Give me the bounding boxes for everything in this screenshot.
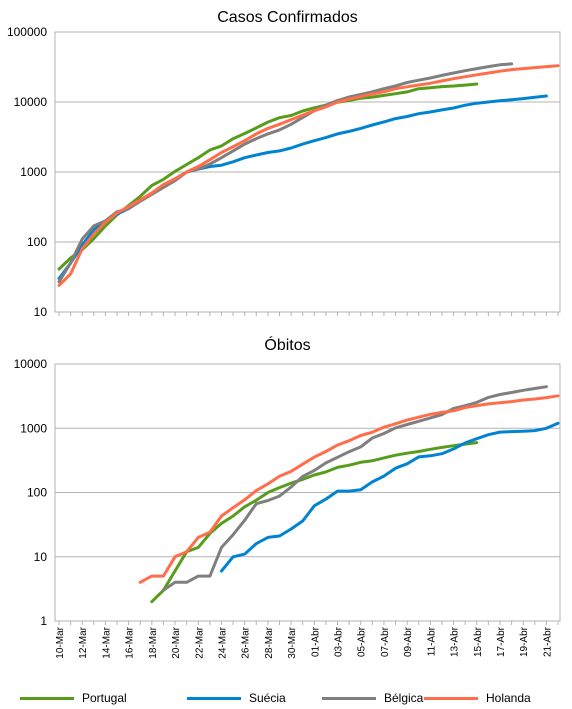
legend-label-suecia: Suécia [249,691,286,705]
obitos-xtick-label-15-abr: 15-Abr [473,626,484,657]
obitos-chart-title: Óbitos [264,335,310,354]
casos-ytick-1000: 1000 [20,165,47,179]
charts-canvas: Casos Confirmados 10 100 1000 10000 100000 Óbi… [7,9,561,659]
obitos-xtick-label-28-mar: 28-Mar [264,626,275,658]
legend-swatch-suecia [187,696,241,700]
casos-series-portugal [57,82,479,271]
obitos-xtick-label-11-abr: 11-Abr [426,626,437,656]
obitos-series-belgica [161,385,548,592]
obitos-xtick-label-14-mar: 14-Mar [101,626,112,658]
legend-label-belgica: Bélgica [384,691,424,705]
obitos-xtick-label-22-mar: 22-Mar [194,626,205,658]
obitos-ytick-10000: 10000 [14,357,48,371]
legend-swatch-portugal [20,696,74,700]
obitos-xtick-label-18-mar: 18-Mar [148,626,159,658]
casos-ytick-10000: 10000 [14,95,48,109]
obitos-xtick-label-01-abr: 01-Abr [310,626,321,657]
obitos-xtick-label-24-mar: 24-Mar [217,626,228,658]
obitos-xtick-label-13-abr: 13-Abr [450,626,461,657]
obitos-xtick-label-30-mar: 30-Mar [287,626,298,658]
casos-plot-area [54,31,561,313]
legend-item-suecia: Suécia [187,688,286,708]
legend-swatch-holanda [424,696,478,700]
casos-series-holanda [57,64,560,287]
obitos-xtick-label-19-abr: 19-Abr [519,626,530,657]
casos-chart-title: Casos Confirmados [217,9,358,26]
obitos-series-portugal [150,441,479,604]
obitos-xtick-label-26-mar: 26-Mar [241,626,252,658]
obitos-ytick-1000: 1000 [20,421,47,435]
obitos-xtick-label-12-mar: 12-Mar [78,626,89,658]
obitos-xtick-label-16-mar: 16-Mar [125,626,136,658]
legend: Portugal Suécia Bélgica Holanda [0,688,572,708]
obitos-xtick-label-03-abr: 03-Abr [334,626,345,657]
legend-label-portugal: Portugal [82,691,127,705]
obitos-ytick-10: 10 [34,550,48,564]
obitos-xtick-label-21-abr: 21-Abr [542,626,553,657]
casos-series-suecia [57,94,548,281]
obitos-xtick-label-10-mar: 10-Mar [55,626,66,658]
legend-item-belgica: Bélgica [322,688,423,708]
obitos-xtick-label-17-abr: 17-Abr [496,626,507,657]
obitos-xtick-label-05-abr: 05-Abr [357,626,368,657]
casos-ytick-100: 100 [27,235,47,249]
obitos-xtick-label-07-abr: 07-Abr [380,626,391,657]
obitos-series-suecia [220,421,560,573]
casos-series-belgica [57,62,514,284]
legend-item-portugal: Portugal [20,688,127,708]
casos-ytick-100000: 100000 [7,25,47,39]
obitos-series-holanda [138,394,560,584]
casos-ytick-10: 10 [34,305,48,319]
legend-item-holanda: Holanda [424,688,531,708]
obitos-plot-area [54,363,561,622]
obitos-ytick-1: 1 [40,614,47,628]
obitos-xtick-label-20-mar: 20-Mar [171,626,182,658]
obitos-xtick-label-09-abr: 09-Abr [403,626,414,657]
obitos-ytick-100: 100 [27,486,47,500]
legend-swatch-belgica [322,696,376,700]
legend-label-holanda: Holanda [486,691,531,705]
